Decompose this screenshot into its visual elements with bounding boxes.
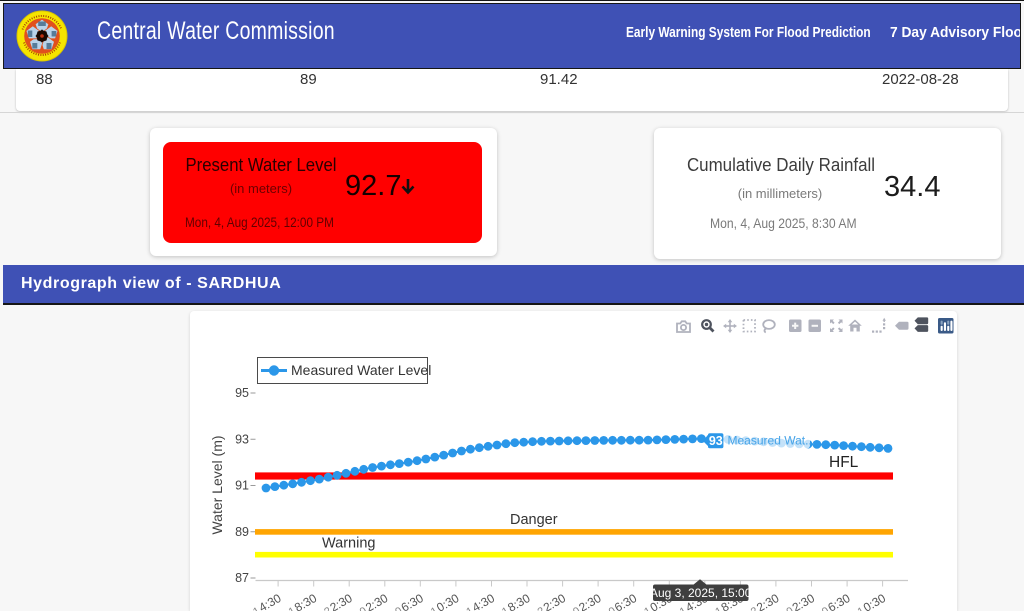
svg-text:4:30: 4:30	[470, 591, 498, 611]
svg-text:0: 0	[393, 605, 404, 611]
svg-text:2:30: 2:30	[790, 591, 818, 611]
svg-text:HFL: HFL	[829, 454, 859, 471]
svg-text:93: 93	[235, 432, 249, 446]
svg-text:1: 1	[500, 605, 511, 611]
svg-text:2:30: 2:30	[541, 591, 569, 611]
svg-text:2: 2	[322, 605, 333, 611]
svg-text:1: 1	[678, 605, 689, 611]
svg-text:2:30: 2:30	[754, 591, 782, 611]
svg-text:1: 1	[642, 605, 653, 611]
svg-text:Warning: Warning	[322, 536, 375, 552]
svg-text:95: 95	[235, 386, 249, 400]
svg-text:6:30: 6:30	[825, 591, 853, 611]
svg-text:0: 0	[784, 605, 795, 611]
svg-text:1: 1	[287, 605, 298, 611]
svg-text:Aug 3, 2025, 15:00: Aug 3, 2025, 15:00	[650, 586, 752, 600]
svg-text:0: 0	[571, 605, 582, 611]
svg-text:1: 1	[856, 605, 867, 611]
svg-text:1: 1	[713, 605, 724, 611]
svg-text:4:30: 4:30	[256, 591, 284, 611]
svg-text:1: 1	[251, 605, 262, 611]
svg-text:0: 0	[607, 605, 618, 611]
svg-text:2:30: 2:30	[576, 591, 604, 611]
svg-text:0: 0	[358, 605, 369, 611]
svg-text:93: 93	[709, 434, 723, 448]
svg-text:0:30: 0:30	[434, 591, 462, 611]
svg-text:2: 2	[749, 605, 760, 611]
svg-text:6:30: 6:30	[399, 591, 427, 611]
svg-text:Measured Water Level: Measured Water Level	[291, 362, 431, 378]
svg-text:91: 91	[235, 479, 249, 493]
svg-text:1: 1	[429, 605, 440, 611]
svg-text:Water Level (m): Water Level (m)	[209, 435, 225, 534]
svg-text:2:30: 2:30	[363, 591, 391, 611]
svg-text:8:30: 8:30	[505, 591, 533, 611]
svg-text:2:30: 2:30	[327, 591, 355, 611]
svg-text:2: 2	[536, 605, 547, 611]
svg-text:6:30: 6:30	[612, 591, 640, 611]
svg-text:87: 87	[235, 571, 249, 585]
svg-text:0:30: 0:30	[861, 591, 889, 611]
svg-text:0: 0	[820, 605, 831, 611]
svg-text:Danger: Danger	[510, 512, 558, 528]
svg-text:Measured Wat...: Measured Wat...	[728, 434, 816, 448]
svg-text:8:30: 8:30	[292, 591, 320, 611]
svg-text:89: 89	[235, 525, 249, 539]
svg-text:1: 1	[464, 605, 475, 611]
